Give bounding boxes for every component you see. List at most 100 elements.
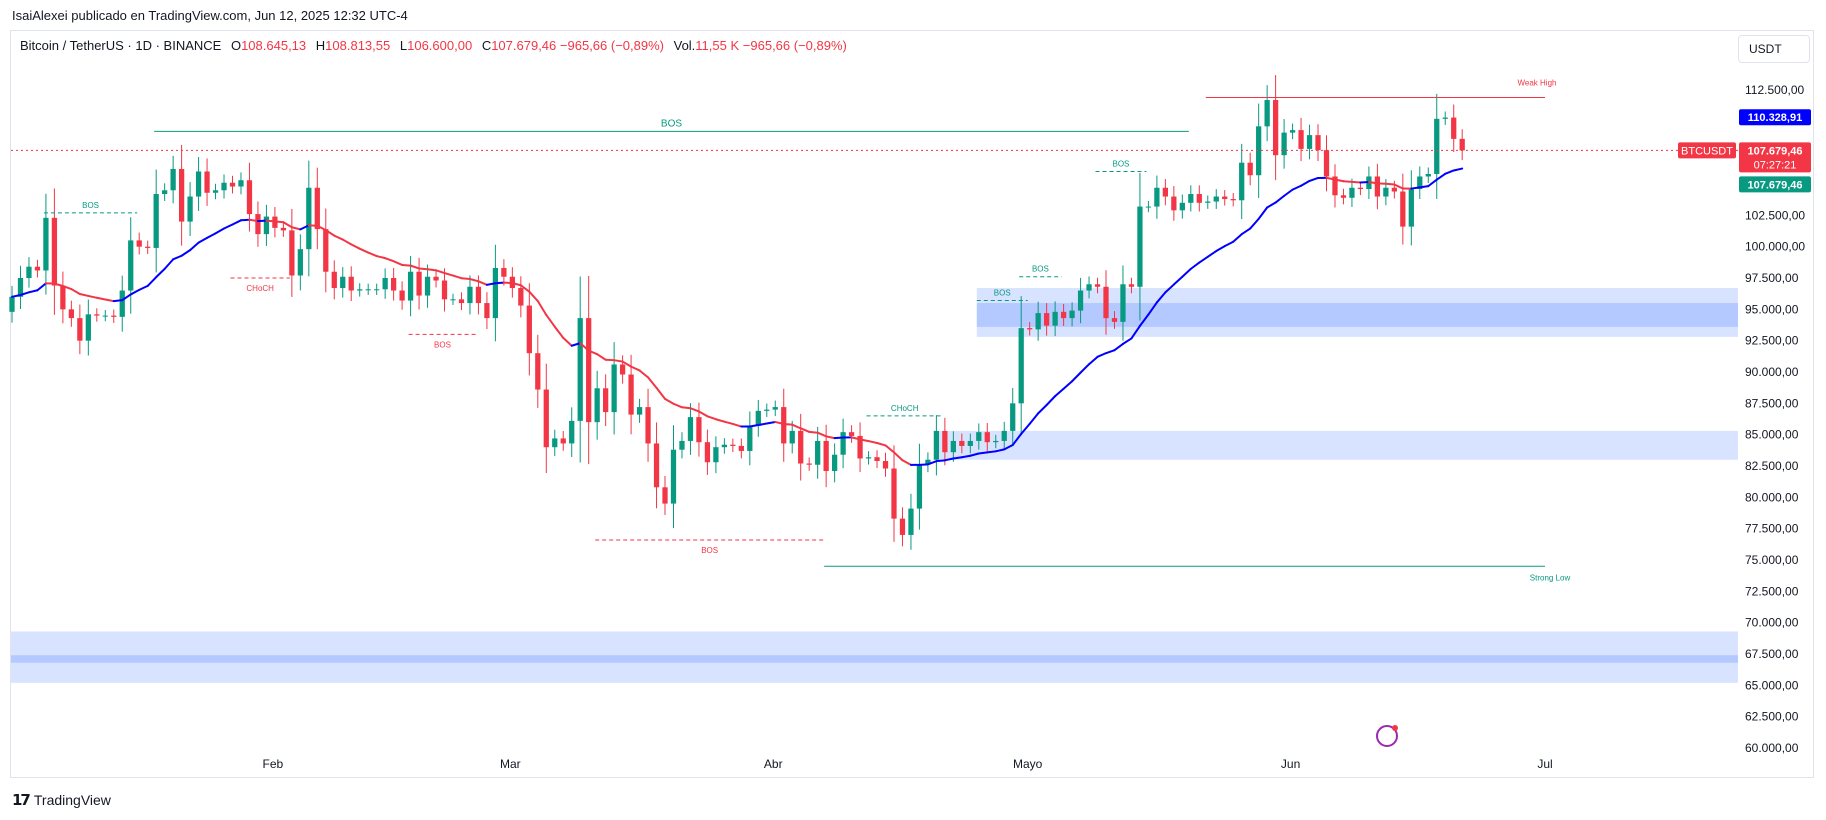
candle-body [1222, 196, 1228, 200]
candle-body [1264, 100, 1270, 127]
candle-body [1111, 318, 1118, 322]
moving-average-segment [1427, 178, 1438, 188]
volume-value: 11,55 K [695, 38, 740, 53]
candle-body [1086, 284, 1092, 291]
candle-body [1035, 313, 1041, 330]
y-tick-label: 75.000,00 [1745, 553, 1799, 567]
currency-button[interactable]: USDT [1738, 35, 1810, 63]
candle-body [1239, 162, 1245, 201]
moving-average-segment [859, 438, 870, 443]
moving-average-segment [1155, 291, 1167, 304]
moving-average-segment [502, 281, 514, 285]
moving-average-segment [774, 420, 785, 426]
moving-average-segment [689, 407, 700, 413]
candle-body [730, 444, 736, 446]
candle-body [424, 276, 431, 296]
high-value: 108.813,55 [325, 38, 391, 53]
moving-average-segment [697, 410, 709, 418]
candle-body [543, 389, 549, 448]
candle-body [645, 407, 651, 444]
candle-body [280, 227, 287, 231]
candle-body [1018, 328, 1024, 404]
moving-average-segment [104, 298, 115, 303]
candle-body [1145, 206, 1152, 208]
candle-body [238, 180, 244, 187]
moving-average-segment [901, 459, 912, 466]
candle-body [679, 440, 685, 450]
candle-body [1408, 189, 1414, 227]
y-tick-label: 92.500,00 [1745, 334, 1799, 348]
candle-body [772, 407, 778, 410]
moving-average-segment [11, 294, 22, 298]
candle-body [102, 315, 108, 317]
symbol-title[interactable]: Bitcoin / TetherUS · 1D · BINANCE [20, 38, 222, 53]
candle-body [984, 432, 990, 443]
candle-body [1137, 206, 1143, 287]
moving-average-segment [876, 441, 887, 447]
y-tick-label: 95.000,00 [1745, 302, 1799, 316]
candle-body [1094, 284, 1101, 287]
close-value: 107.679,46 [491, 38, 557, 53]
x-tick-label: Jun [1281, 757, 1300, 771]
moving-average-segment [19, 291, 30, 297]
moving-average-segment [1393, 183, 1404, 190]
candle-body [1213, 196, 1219, 202]
candle-body [721, 444, 728, 448]
candle-body [1289, 130, 1296, 133]
candle-body [1027, 328, 1033, 330]
y-tick-label: 85.000,00 [1745, 428, 1799, 442]
moving-average-segment [1147, 301, 1158, 316]
y-tick-label: 65.000,00 [1745, 678, 1799, 692]
moving-average-segment [1172, 275, 1184, 286]
candle-body [60, 285, 66, 310]
moving-average-segment [316, 224, 327, 232]
candle-body [246, 180, 253, 215]
symbol-legend: Bitcoin / TetherUS · 1D · BINANCE O108.6… [20, 38, 847, 53]
moving-average-segment [799, 427, 811, 433]
candle-body [798, 430, 804, 464]
moving-average-segment [112, 299, 124, 303]
moving-average-segment [757, 422, 768, 426]
x-tick-label: Mayo [1013, 757, 1043, 771]
moving-average-segment [545, 313, 556, 328]
candle-body [933, 430, 940, 460]
moving-average-segment [672, 402, 683, 409]
candle-body [195, 171, 202, 197]
structure-label: BOS [82, 201, 99, 210]
price-chart[interactable]: BOS BOS CHoCH BOS BOS CHoCH BOS BOS BOS Weak High… [0, 0, 1826, 780]
candle-body [1434, 118, 1440, 174]
change-value: −965,66 (−0,89%) [559, 38, 664, 53]
candle-body [1247, 162, 1253, 176]
candle-body [458, 299, 465, 304]
moving-average-segment [562, 336, 573, 347]
moving-average-segment [239, 218, 251, 222]
moving-average-segment [808, 430, 819, 434]
candle-body [1298, 130, 1304, 149]
tradingview-brand[interactable]: 𝟭𝟳 TradingView [12, 791, 111, 809]
moving-average-segment [197, 236, 209, 244]
moving-average-segment [180, 249, 192, 257]
price-label-box [1739, 176, 1811, 193]
moving-average-segment [1062, 380, 1074, 390]
candle-body [899, 518, 906, 535]
candle-body [1323, 150, 1330, 177]
candle-body [467, 286, 473, 304]
moving-average-segment [1240, 227, 1252, 236]
candle-body [128, 240, 134, 291]
candle-body [289, 230, 295, 276]
structure-label: Weak High [1518, 79, 1557, 88]
publisher-line: IsaiAlexei publicado en TradingView.com,… [12, 8, 408, 23]
candle-body [162, 190, 168, 195]
moving-average-segment [443, 272, 454, 277]
high-label: H [315, 38, 326, 53]
candle-body [696, 417, 702, 443]
y-tick-label: 77.500,00 [1745, 522, 1799, 536]
y-tick-label: 70.000,00 [1745, 616, 1799, 630]
moving-average-segment [1291, 184, 1303, 191]
candle-body [993, 440, 999, 443]
candle-body [670, 449, 677, 504]
moving-average-segment [943, 457, 955, 462]
candle-body [314, 187, 320, 230]
candle-body [789, 430, 795, 444]
candle-body [1052, 311, 1058, 326]
